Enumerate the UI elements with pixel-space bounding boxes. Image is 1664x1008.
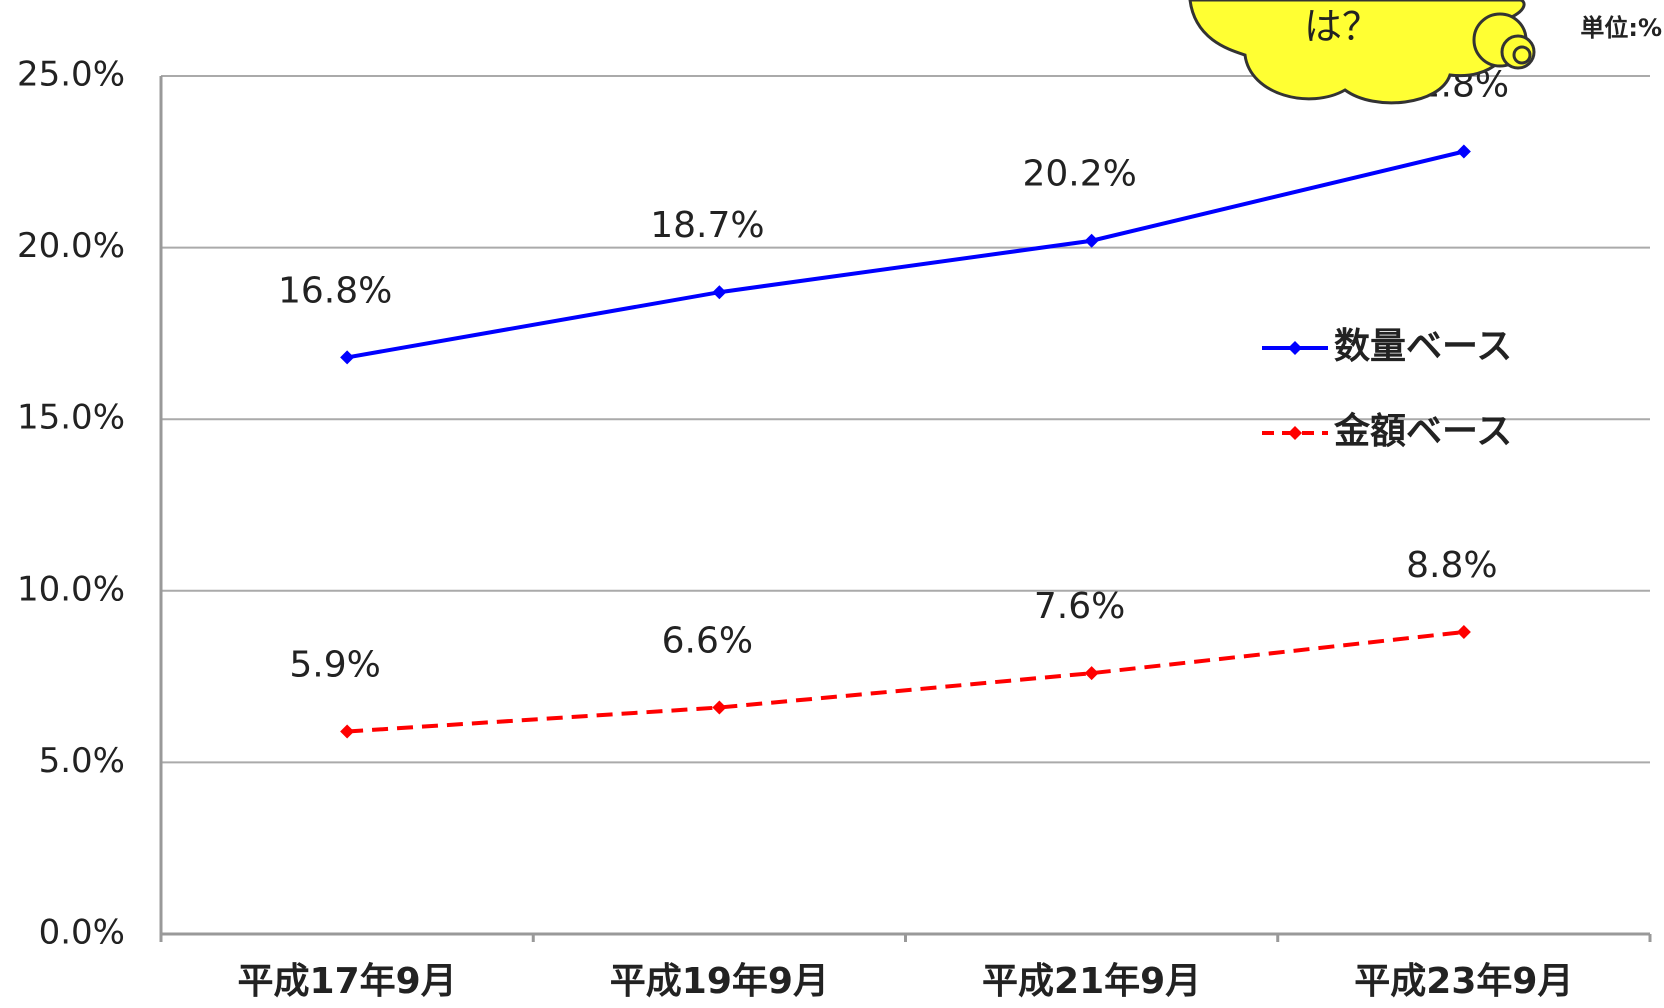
legend-marker [1288, 341, 1302, 355]
legend-marker [1288, 426, 1302, 440]
y-tick-label: 20.0% [17, 226, 125, 266]
point-marker [1084, 233, 1099, 248]
point-marker [1456, 624, 1471, 639]
legend-label: 数量ベース [1334, 326, 1512, 367]
unit-label: 単位:% [1580, 14, 1662, 42]
cloud-text: は？ [1304, 5, 1380, 49]
series-line [346, 149, 1465, 360]
point-marker [1456, 144, 1471, 159]
x-tick-label: 平成17年9月 [238, 961, 457, 1002]
y-tick-label: 15.0% [17, 398, 125, 438]
legend-label: 金額ベース [1333, 410, 1512, 452]
value-label: 20.2% [1022, 154, 1136, 195]
x-tick-label: 平成23年9月 [1354, 961, 1573, 1002]
y-tick-label: 5.0% [39, 741, 125, 781]
value-label: 5.9% [289, 645, 380, 686]
point-marker [340, 724, 355, 739]
x-tick-label: 平成21年9月 [982, 961, 1201, 1002]
value-label: 7.6% [1034, 586, 1125, 627]
point-marker [1084, 666, 1099, 681]
y-tick-label: 0.0% [39, 913, 125, 953]
value-label: 18.7% [650, 205, 764, 246]
point-marker [712, 285, 727, 300]
value-label: 6.6% [662, 620, 753, 661]
value-label: 16.8% [278, 270, 392, 311]
point-marker [712, 700, 727, 715]
y-tick-label: 10.0% [17, 569, 125, 609]
point-marker [340, 350, 355, 365]
x-tick-label: 平成19年9月 [610, 961, 829, 1002]
callout-cloud [1188, 0, 1536, 105]
series-line [346, 629, 1465, 734]
value-label: 8.8% [1406, 545, 1497, 586]
cloud-bubble [1512, 45, 1532, 65]
plot: 0.0% 5.0% 10.0% 15.0% 20.0% 25.0% 平成17年9月 平成19年… [17, 55, 1652, 1002]
y-tick-label: 25.0% [17, 55, 125, 95]
